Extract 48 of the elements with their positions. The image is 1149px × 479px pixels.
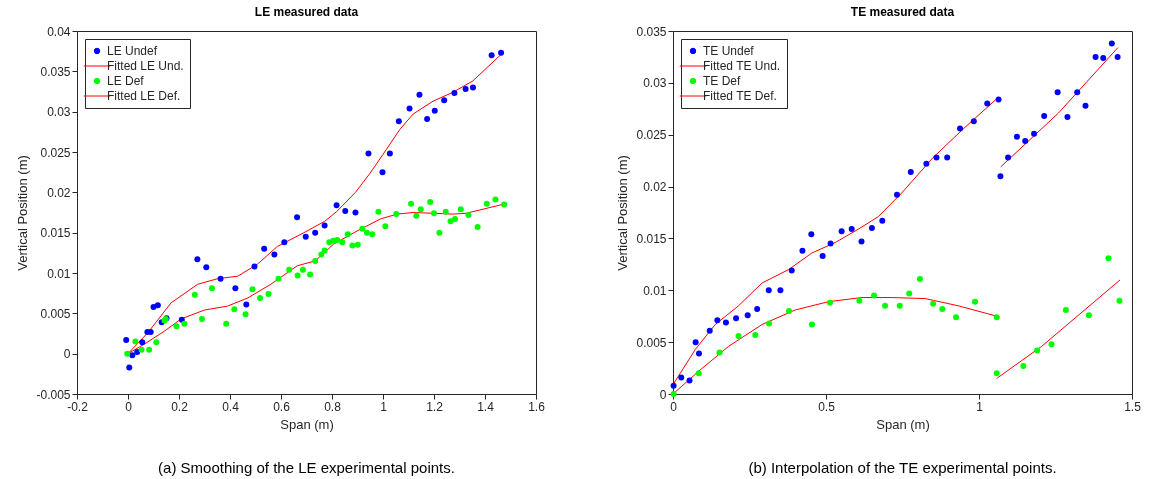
x-tick-label: 0.8 [324,399,342,414]
x-tick-label: 0 [125,399,133,414]
y-tick-label: 0.01 [47,266,71,281]
y-tick-label: 0.04 [47,24,71,39]
y-tick-label: 0 [659,387,667,402]
legend-label: TE Undef [703,44,755,58]
y-tick-label: 0 [63,347,71,362]
x-tick-label: 1.2 [426,399,444,414]
x-tick-label: 0.4 [222,399,240,414]
legend-label: Fitted TE Und. [703,59,781,73]
x-axis-title: Span (m) [876,416,930,432]
legend-label: Fitted LE Def. [107,89,181,103]
x-tick-label: 0.6 [273,399,291,414]
text: (a) Smoothing of the LE experimental points. [158,459,455,476]
x-tick-label: 1.5 [1124,399,1142,414]
legend-label: TE Def [703,74,742,88]
x-tick-label: 1 [380,399,388,414]
y-tick-label: 0.035 [40,64,71,79]
y-axis-title: Vertical Position (m) [15,155,31,271]
x-tick-label: -0.2 [67,399,89,414]
legend-label: LE Def [107,74,145,88]
x-tick-label: 1.6 [528,399,546,414]
x-tick-label: 0.5 [818,399,836,414]
y-tick-label: -0.005 [36,387,71,402]
y-tick-label: 0.015 [636,231,667,246]
legend-label: Fitted LE Und. [107,59,184,73]
x-tick-label: 1 [976,399,984,414]
legend-label: LE Undef [107,44,158,58]
y-tick-label: 0.01 [643,283,667,298]
y-tick-label: 0.03 [47,105,71,120]
chart-title: TE measured data [850,5,955,19]
legend-label: Fitted TE Def. [703,89,777,103]
y-tick-label: 0.025 [636,128,667,143]
y-tick-label: 0.005 [636,335,667,350]
y-axis-title: Vertical Position (m) [615,155,631,271]
text: (b) Interpolation of the TE experimental points. [748,459,1057,476]
chart-title: LE measured data [254,5,359,19]
x-tick-label: 0 [670,399,678,414]
x-axis-title: Span (m) [280,416,334,432]
x-tick-label: 0.2 [171,399,189,414]
y-tick-label: 0.025 [40,145,71,160]
y-tick-label: 0.02 [47,185,71,200]
y-tick-label: 0.015 [40,226,71,241]
x-tick-label: 1.4 [477,399,495,414]
y-tick-label: 0.02 [643,180,667,195]
y-tick-label: 0.035 [636,24,667,39]
y-tick-label: 0.03 [643,76,667,91]
y-tick-label: 0.005 [40,306,71,321]
